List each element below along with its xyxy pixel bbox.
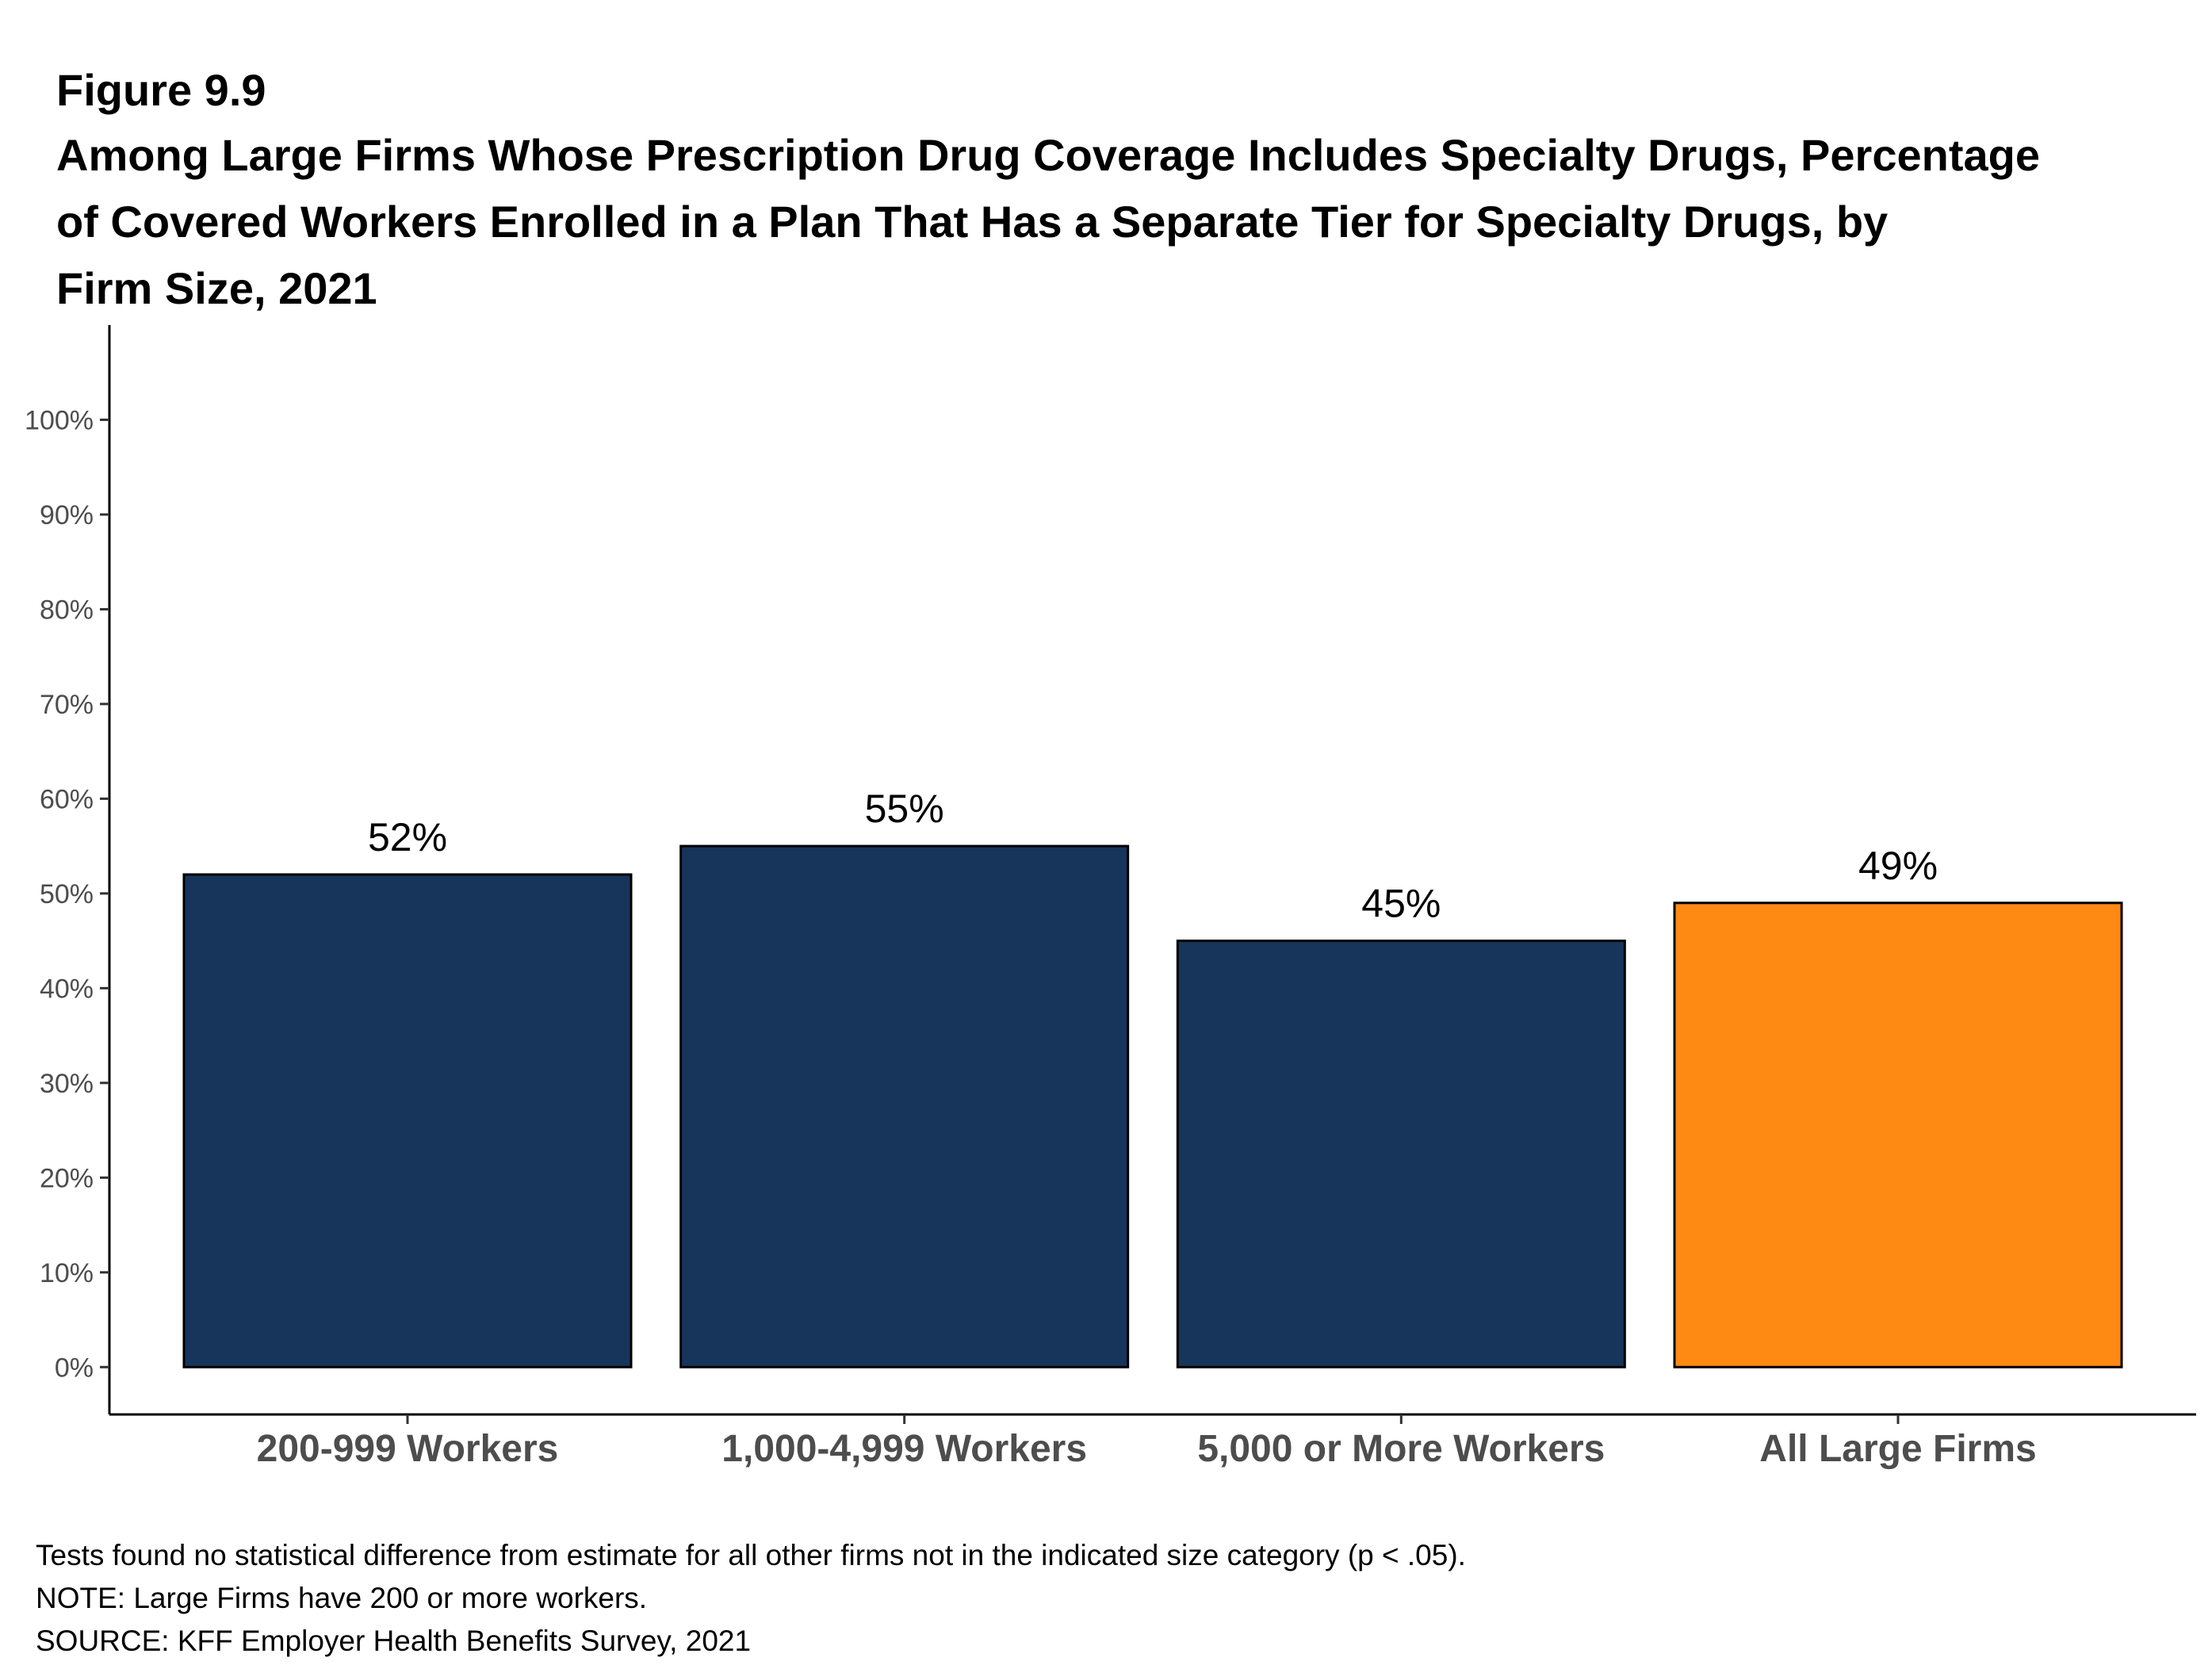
bar: [679, 844, 1130, 1368]
chart-title-line: Firm Size, 2021: [56, 263, 377, 313]
chart-title: Among Large Firms Whose Prescription Dru…: [56, 122, 2149, 322]
bar: [182, 873, 633, 1368]
x-tick-label: 5,000 or More Workers: [1197, 1428, 1605, 1470]
chart-notes: Tests found no statistical difference fr…: [36, 1534, 1466, 1663]
bar: [1176, 940, 1626, 1368]
y-tick-label: 10%: [40, 1258, 94, 1288]
data-label: 49%: [1858, 844, 1938, 888]
data-label: 55%: [865, 787, 944, 831]
chart-title-line: Among Large Firms Whose Prescription Dru…: [56, 130, 2040, 180]
y-tick-label: 40%: [40, 974, 94, 1004]
y-tick-label: 0%: [55, 1353, 94, 1383]
figure-label: Figure 9.9: [56, 65, 266, 115]
x-tick-label: 200-999 Workers: [257, 1428, 559, 1470]
y-tick-label: 80%: [40, 595, 94, 625]
y-tick-label: 100%: [25, 405, 94, 435]
y-tick-label: 90%: [40, 500, 94, 530]
statistical-note: Tests found no statistical difference fr…: [36, 1539, 1466, 1571]
bar: [1673, 901, 2123, 1368]
y-tick-label: 70%: [40, 690, 94, 720]
size-note: NOTE: Large Firms have 200 or more worke…: [36, 1582, 648, 1614]
y-tick-label: 60%: [40, 784, 94, 814]
source-note: SOURCE: KFF Employer Health Benefits Sur…: [36, 1625, 752, 1657]
data-label: 52%: [368, 815, 447, 859]
y-tick-label: 50%: [40, 879, 94, 909]
x-tick-label: All Large Firms: [1759, 1428, 2036, 1470]
bar-chart: 0% 10% 20% 30% 40% 50% 60% 70% 80% 90% 100% 52% 200-…: [25, 325, 2196, 1470]
data-label: 45%: [1361, 882, 1441, 926]
x-tick-label: 1,000-4,999 Workers: [721, 1428, 1087, 1470]
y-tick-label: 30%: [40, 1069, 94, 1099]
y-tick-label: 20%: [40, 1163, 94, 1193]
chart-title-line: of Covered Workers Enrolled in a Plan Th…: [56, 197, 1889, 247]
